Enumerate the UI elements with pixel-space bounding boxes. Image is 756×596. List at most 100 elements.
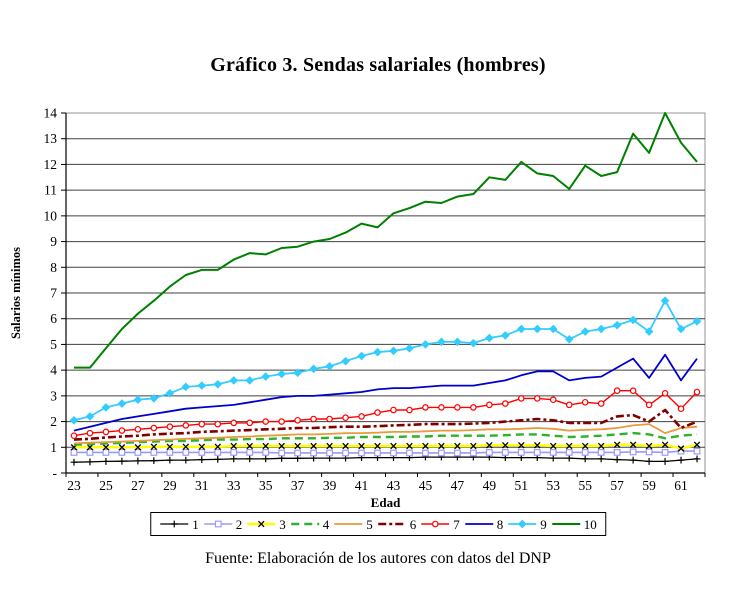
plus-marker [170, 520, 178, 528]
x-marker [693, 441, 701, 448]
y-tick-label: 9 [50, 234, 57, 249]
square-marker [278, 449, 286, 457]
square-marker [182, 449, 190, 456]
x-marker [230, 442, 237, 450]
square-marker [342, 449, 349, 457]
diamond-marker [532, 324, 542, 334]
square-marker [118, 449, 126, 456]
diamond-marker [197, 381, 207, 390]
circle-marker [517, 395, 525, 402]
circle-marker [166, 423, 174, 431]
legend-item-2: 2 [203, 518, 242, 531]
square-marker [533, 449, 541, 456]
x-marker [182, 443, 190, 451]
square-marker [294, 449, 302, 457]
circle-marker [134, 425, 142, 433]
diamond-marker [261, 372, 270, 381]
x-tick-label: 61 [674, 478, 688, 493]
legend-item-10: 10 [551, 518, 597, 531]
plus-marker [166, 456, 174, 464]
square-marker [581, 449, 589, 456]
legend-line-sample [290, 522, 319, 526]
legend-item-4: 4 [290, 518, 329, 531]
y-axis-title: Salarios mínimos [9, 247, 23, 339]
circle-marker [262, 418, 269, 425]
x-marker [134, 444, 142, 451]
circle-marker [677, 405, 685, 413]
y-tick-label: 4 [50, 363, 57, 378]
x-marker [278, 442, 285, 450]
circle-marker [406, 406, 413, 414]
plus-marker [182, 456, 190, 464]
square-marker [230, 449, 238, 456]
diamond-marker [612, 320, 622, 330]
square-marker [102, 449, 110, 456]
y-tick-label: 13 [44, 131, 58, 146]
square-marker [310, 449, 318, 457]
legend-label: 9 [540, 516, 547, 532]
legend-item-6: 6 [377, 518, 416, 531]
x-marker [166, 443, 174, 451]
y-tick-label: 1 [50, 440, 57, 455]
diamond-marker [245, 376, 255, 385]
square-marker [214, 449, 222, 456]
circle-marker [374, 409, 381, 416]
series-5-line [73, 423, 698, 445]
series-2-line [74, 450, 697, 454]
plus-marker [230, 455, 238, 463]
series-8-line [73, 353, 698, 432]
square-marker [469, 449, 477, 457]
square-marker [629, 448, 637, 456]
series-3-line [74, 443, 698, 450]
x-tick-label: 41 [355, 478, 369, 493]
x-tick-label: 55 [578, 478, 592, 493]
y-tick-label: 3 [50, 388, 57, 403]
y-tick-label: 6 [50, 311, 57, 326]
series-10-line [74, 112, 698, 369]
circle-marker [533, 395, 541, 402]
diamond-marker [357, 351, 366, 361]
circle-marker [486, 401, 493, 409]
square-marker [374, 449, 381, 457]
x-tick-label: 33 [227, 478, 241, 493]
x-marker [326, 442, 333, 450]
legend-label: 1 [192, 516, 199, 532]
y-tick-label: 12 [44, 157, 58, 172]
x-marker [502, 441, 509, 449]
chart-title: Gráfico 3. Sendas salariales (hombres) [210, 54, 546, 76]
x-tick-label: 29 [163, 478, 177, 493]
diamond-marker [516, 324, 526, 334]
plus-marker [677, 456, 685, 464]
x-marker [150, 443, 158, 451]
x-tick-label: 45 [419, 478, 433, 493]
x-marker [310, 442, 317, 450]
x-marker [565, 442, 573, 450]
diamond-marker [373, 347, 382, 357]
x-marker [534, 441, 541, 449]
square-marker [422, 449, 429, 457]
circle-marker [438, 404, 445, 411]
plus-marker [198, 456, 206, 464]
x-marker [613, 441, 621, 448]
plus-marker [86, 458, 94, 466]
plus-marker [581, 455, 589, 463]
diamond-marker [309, 364, 318, 374]
diamond-marker [517, 519, 527, 529]
diamond-marker [437, 337, 446, 347]
circle-marker [454, 404, 461, 411]
circle-marker [310, 415, 317, 423]
square-marker [565, 449, 573, 456]
y-tick-label: 10 [44, 208, 58, 223]
circle-marker [230, 419, 238, 427]
x-tick-label: 53 [546, 478, 560, 493]
legend-label: 7 [453, 516, 460, 532]
source-note: Fuente: Elaboración de los autores con d… [205, 550, 551, 567]
plus-marker [645, 458, 653, 465]
x-tick-label: 43 [387, 478, 401, 493]
y-tick-label: 11 [44, 183, 57, 198]
y-tick-label: - [53, 466, 58, 481]
square-marker [358, 449, 365, 457]
diamond-marker [421, 340, 430, 349]
plus-marker [246, 455, 254, 463]
square-marker [661, 449, 669, 456]
